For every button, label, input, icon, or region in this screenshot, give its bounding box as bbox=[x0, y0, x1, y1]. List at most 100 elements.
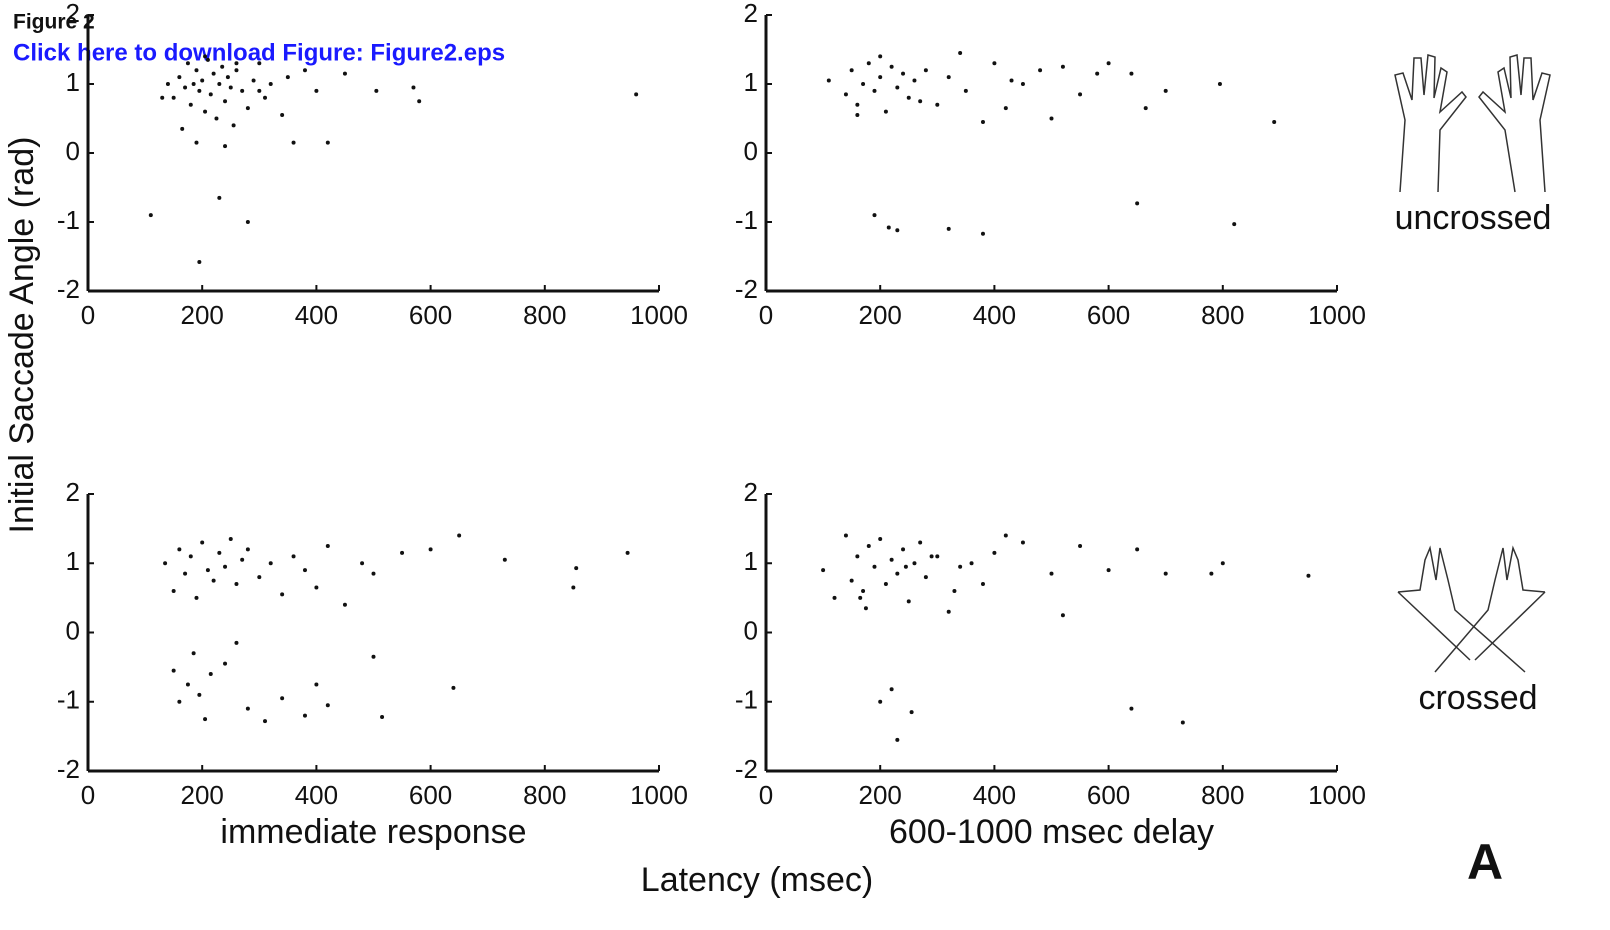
data-point bbox=[417, 99, 422, 104]
y-axis-label: Initial Saccade Angle (rad) bbox=[3, 137, 41, 534]
data-point bbox=[963, 88, 968, 93]
data-point bbox=[234, 640, 239, 645]
data-point bbox=[245, 106, 250, 111]
y-tick-label: 0 bbox=[66, 615, 80, 645]
x-tick-label: 0 bbox=[81, 780, 95, 810]
data-point bbox=[872, 88, 877, 93]
data-point bbox=[240, 557, 245, 562]
data-point bbox=[163, 561, 168, 566]
y-tick-label: -2 bbox=[57, 754, 80, 784]
x-tick-label: 400 bbox=[295, 780, 338, 810]
x-tick-label: 400 bbox=[973, 780, 1016, 810]
y-tick-label: -1 bbox=[735, 205, 758, 235]
data-point bbox=[194, 140, 199, 145]
data-point bbox=[380, 714, 385, 719]
data-point bbox=[428, 547, 433, 552]
data-point bbox=[863, 606, 868, 611]
data-point bbox=[191, 651, 196, 656]
data-point bbox=[826, 78, 831, 83]
hands-uncrossed bbox=[1394, 54, 1551, 193]
data-point bbox=[457, 533, 462, 538]
x-tick-label: 200 bbox=[859, 300, 902, 330]
data-point bbox=[574, 566, 579, 571]
x-tick-label: 400 bbox=[973, 300, 1016, 330]
data-point bbox=[360, 561, 365, 566]
data-point bbox=[183, 85, 188, 90]
data-point bbox=[325, 543, 330, 548]
data-point bbox=[895, 737, 900, 742]
data-point bbox=[958, 564, 963, 569]
data-point bbox=[257, 61, 262, 66]
data-point bbox=[263, 95, 268, 100]
data-point bbox=[451, 685, 456, 690]
data-point bbox=[302, 68, 307, 73]
y-tick-label: -2 bbox=[57, 274, 80, 304]
data-point bbox=[268, 561, 273, 566]
data-point bbox=[171, 668, 176, 673]
data-point bbox=[895, 85, 900, 90]
data-point bbox=[935, 102, 940, 107]
data-point bbox=[1060, 64, 1065, 69]
y-tick-label: 2 bbox=[744, 477, 758, 507]
data-point bbox=[855, 113, 860, 118]
data-point bbox=[314, 682, 319, 687]
data-point bbox=[203, 109, 208, 114]
data-point bbox=[257, 88, 262, 93]
data-point bbox=[571, 585, 576, 590]
panel-letter: A bbox=[1467, 834, 1503, 890]
data-point bbox=[923, 575, 928, 580]
data-point bbox=[208, 672, 213, 677]
data-point bbox=[214, 116, 219, 121]
data-point bbox=[1095, 71, 1100, 76]
data-point bbox=[197, 88, 202, 93]
data-point bbox=[861, 588, 866, 593]
y-tick-label: 1 bbox=[744, 546, 758, 576]
data-point bbox=[1180, 720, 1185, 725]
data-point bbox=[1143, 106, 1148, 111]
data-point bbox=[371, 654, 376, 659]
data-point bbox=[228, 537, 233, 542]
data-point bbox=[194, 595, 199, 600]
data-point bbox=[240, 88, 245, 93]
y-tick-label: -1 bbox=[57, 205, 80, 235]
data-point bbox=[205, 57, 210, 62]
data-point bbox=[858, 595, 863, 600]
data-point bbox=[291, 554, 296, 559]
x-tick-label: 200 bbox=[859, 780, 902, 810]
data-point bbox=[220, 64, 225, 69]
data-point bbox=[211, 71, 216, 76]
y-tick-label: -1 bbox=[735, 685, 758, 715]
data-point bbox=[231, 123, 236, 128]
data-point bbox=[909, 710, 914, 715]
data-point bbox=[223, 564, 228, 569]
data-point bbox=[291, 140, 296, 145]
data-point bbox=[901, 547, 906, 552]
x-tick-label: 800 bbox=[523, 780, 566, 810]
y-tick-label: 1 bbox=[66, 67, 80, 97]
data-point bbox=[821, 568, 826, 573]
x-tick-label: 200 bbox=[181, 300, 224, 330]
data-point bbox=[185, 61, 190, 66]
data-point bbox=[958, 50, 963, 55]
data-point bbox=[861, 82, 866, 86]
x-tick-label: 0 bbox=[759, 780, 773, 810]
data-point bbox=[200, 78, 205, 83]
data-point bbox=[1049, 571, 1054, 576]
data-point bbox=[211, 578, 216, 583]
data-point bbox=[912, 78, 917, 83]
data-point bbox=[895, 571, 900, 576]
x-tick-label: 1000 bbox=[1308, 300, 1366, 330]
data-point bbox=[634, 92, 639, 97]
x-tick-label: 1000 bbox=[630, 300, 688, 330]
data-point bbox=[895, 228, 900, 233]
data-point bbox=[1078, 543, 1083, 548]
data-point bbox=[969, 561, 974, 566]
y-tick-label: 0 bbox=[744, 136, 758, 166]
data-point bbox=[280, 696, 285, 701]
data-point bbox=[234, 61, 239, 66]
data-point bbox=[245, 220, 250, 224]
data-point bbox=[1163, 571, 1168, 576]
data-point bbox=[1217, 82, 1222, 86]
data-point bbox=[502, 557, 507, 562]
